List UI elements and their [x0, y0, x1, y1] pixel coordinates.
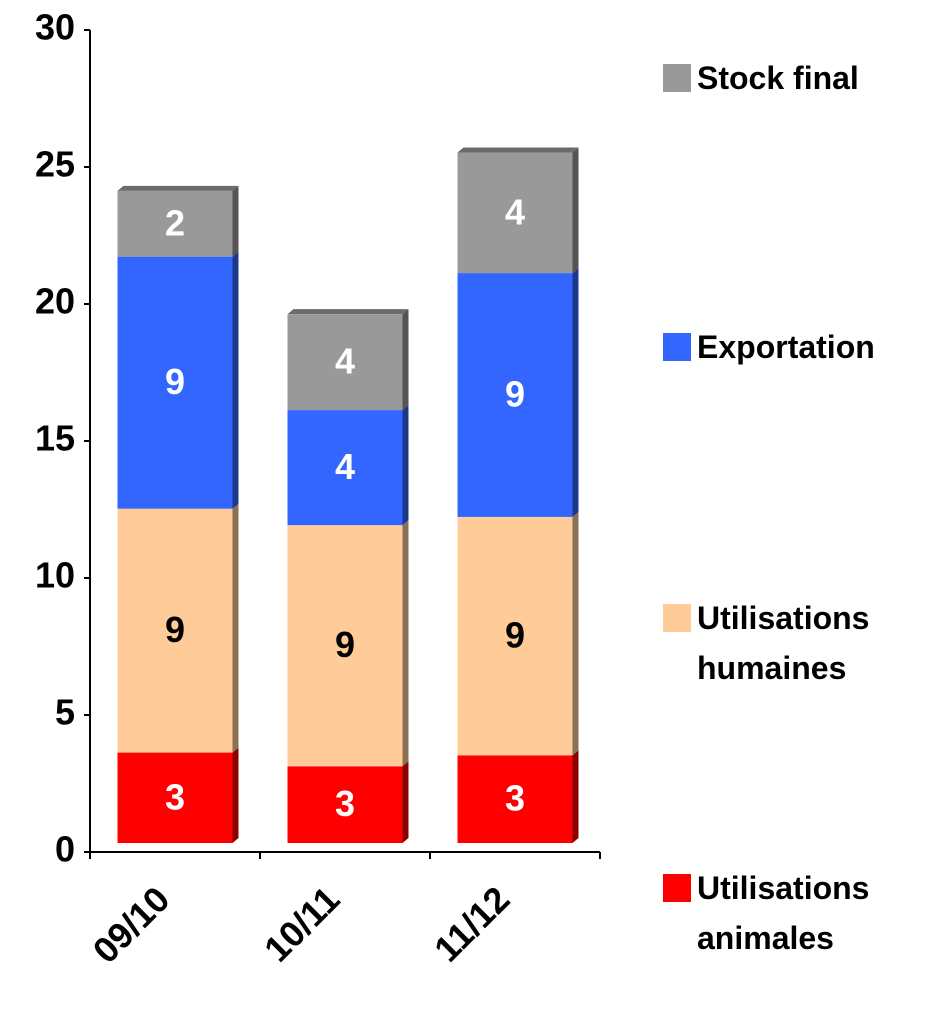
- data-label: 9: [335, 624, 355, 665]
- bar-side: [402, 309, 409, 411]
- legend-swatch: [663, 64, 691, 92]
- legend-label: Exportation: [697, 329, 875, 365]
- bar-side: [232, 503, 239, 753]
- y-tick-label: 10: [35, 555, 75, 596]
- legend-item: Stock final: [663, 53, 913, 103]
- data-label: 9: [165, 361, 185, 402]
- legend-label: Stock final: [697, 60, 859, 96]
- bar-top: [117, 185, 239, 191]
- data-label: 9: [505, 615, 525, 656]
- legend-label: Utilisations humaines: [697, 600, 870, 686]
- data-label: 9: [505, 374, 525, 415]
- data-label: 3: [165, 776, 185, 817]
- legend-swatch: [663, 604, 691, 632]
- bar: [117, 752, 233, 843]
- x-tick-label: 10/11: [256, 878, 347, 969]
- bar-side: [572, 511, 579, 756]
- bar: [457, 516, 573, 756]
- bar-side: [232, 251, 239, 509]
- bar-side: [232, 747, 239, 843]
- data-label: 2: [165, 202, 185, 243]
- y-tick-label: 0: [55, 829, 75, 870]
- y-tick-label: 5: [55, 692, 75, 733]
- data-label: 9: [165, 609, 185, 650]
- bar: [457, 273, 573, 517]
- legend-item: Utilisations humaines: [663, 593, 913, 693]
- data-label: 3: [505, 778, 525, 819]
- bar: [457, 755, 573, 843]
- legend-label: Utilisations animales: [697, 870, 870, 956]
- data-label: 4: [335, 446, 355, 487]
- legend-item: Utilisations animales: [663, 863, 913, 963]
- bar-side: [572, 268, 579, 517]
- bar: [117, 256, 233, 509]
- legend-swatch: [663, 874, 691, 902]
- bar: [287, 314, 403, 411]
- legend-swatch: [663, 333, 691, 361]
- bar: [117, 508, 233, 753]
- x-tick-label: 09/10: [85, 878, 178, 971]
- bar: [287, 410, 403, 526]
- bar-side: [232, 185, 239, 257]
- y-tick-label: 30: [35, 7, 75, 48]
- bar: [457, 152, 573, 274]
- bar: [287, 766, 403, 843]
- bar-side: [402, 761, 409, 843]
- bar-top: [287, 309, 409, 315]
- bar-side: [402, 405, 409, 526]
- bar: [287, 525, 403, 767]
- y-tick-label: 20: [35, 281, 75, 322]
- data-label: 4: [335, 341, 355, 382]
- y-tick-label: 15: [35, 418, 75, 459]
- x-tick-label: 11/12: [426, 878, 517, 969]
- bar: [117, 190, 233, 257]
- bar-side: [402, 520, 409, 767]
- data-label: 3: [335, 783, 355, 824]
- data-label: 4: [505, 191, 525, 232]
- legend-item: Exportation: [663, 322, 913, 372]
- bar-side: [572, 147, 579, 274]
- y-tick-label: 25: [35, 144, 75, 185]
- bar-side: [572, 750, 579, 843]
- bar-top: [457, 147, 579, 153]
